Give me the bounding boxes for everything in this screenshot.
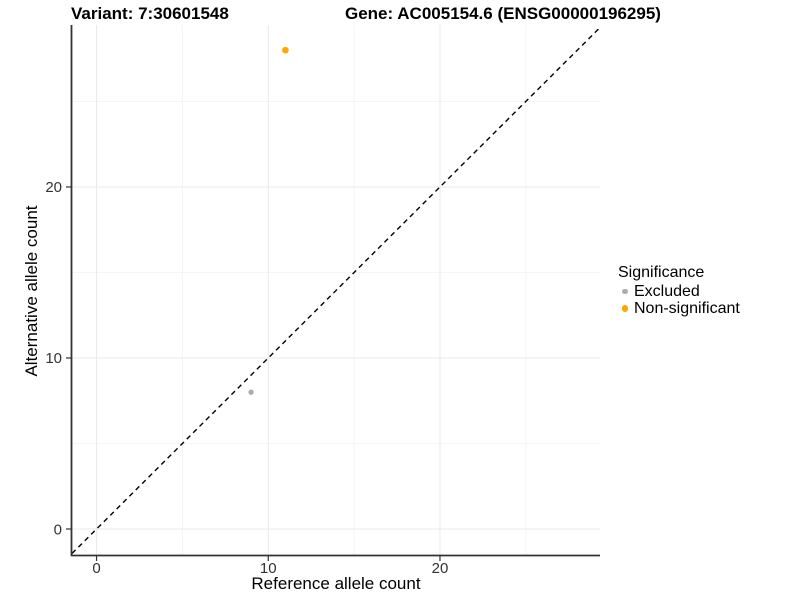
legend-label-non-significant: Non-significant	[634, 299, 740, 317]
identity-reference-line	[71, 27, 601, 554]
legend-dot-non-significant	[621, 305, 629, 312]
legend-items: Excluded Non-significant	[618, 283, 740, 317]
data-point-non-significant	[282, 46, 289, 54]
x-axis-title: Reference allele count	[251, 574, 421, 593]
x-tick-label: 10	[260, 560, 277, 577]
legend-dot-excluded	[622, 288, 628, 295]
y-tick-label: 20	[45, 179, 62, 196]
legend-label-excluded: Excluded	[634, 282, 700, 300]
legend-key-excluded	[618, 288, 632, 295]
legend-key-non-significant	[618, 305, 632, 312]
x-tick-label: 20	[432, 560, 449, 577]
x-tick-label: 0	[92, 560, 100, 577]
legend-title: Significance	[618, 264, 705, 281]
legend: Significance Excluded Non-significant	[618, 264, 740, 317]
y-axis-title: Alternative allele count	[22, 205, 41, 377]
gene-title: Gene: AC005154.6 (ENSG00000196295)	[345, 4, 661, 23]
legend-item-non-significant: Non-significant	[618, 300, 740, 317]
variant-title: Variant: 7:30601548	[71, 4, 229, 23]
legend-item-excluded: Excluded	[618, 283, 740, 300]
data-point-excluded	[248, 389, 254, 395]
y-tick-label: 10	[45, 350, 62, 367]
y-tick-label: 0	[54, 521, 62, 538]
